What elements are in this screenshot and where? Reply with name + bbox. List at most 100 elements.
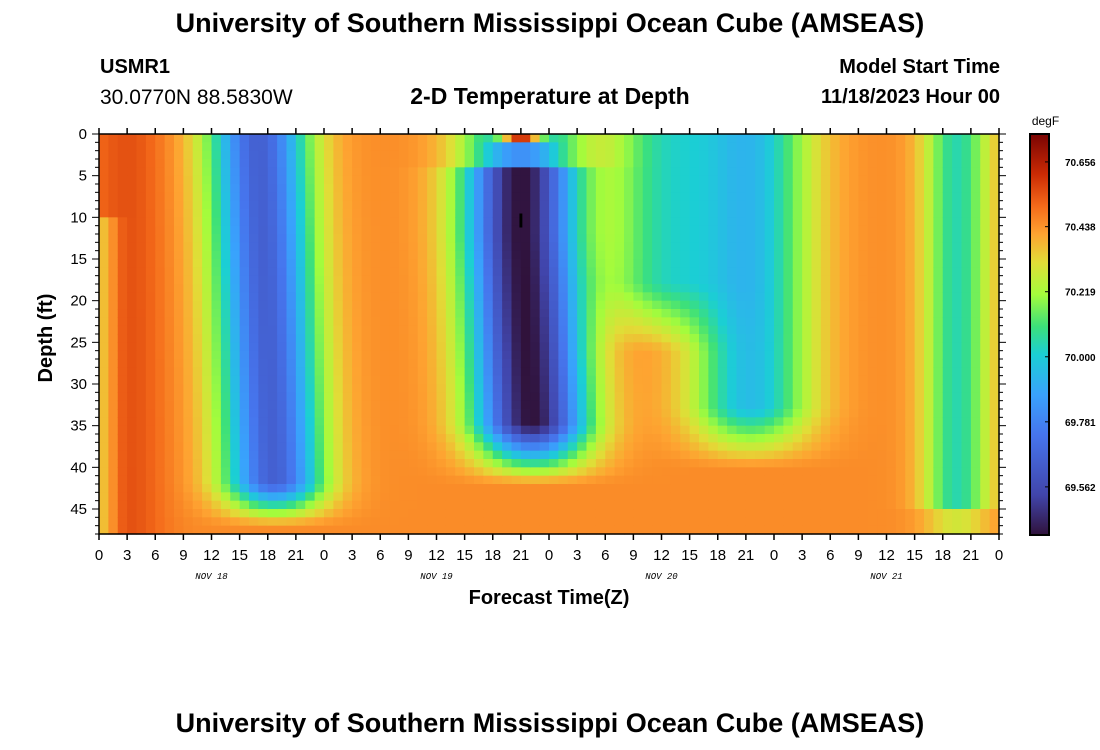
heatmap-cell [464, 150, 475, 160]
heatmap-cell [792, 334, 803, 343]
heatmap-cell [117, 134, 128, 143]
heatmap-cell [942, 142, 953, 152]
heatmap-cell [464, 325, 475, 335]
heatmap-cell [183, 500, 194, 510]
heatmap-cell [370, 242, 381, 252]
heatmap-cell [905, 259, 916, 268]
heatmap-cell [586, 367, 597, 377]
heatmap-cell [858, 159, 869, 168]
heatmap-cell [445, 467, 456, 477]
heatmap-cell [520, 242, 531, 252]
heatmap-cell [895, 342, 906, 352]
heatmap-cell [408, 317, 419, 327]
heatmap-cell [286, 300, 297, 310]
heatmap-cell [352, 309, 363, 318]
heatmap-cell [652, 434, 663, 443]
heatmap-cell [905, 309, 916, 318]
heatmap-cell [530, 350, 541, 360]
heatmap-cell [333, 284, 344, 293]
heatmap-cell [192, 317, 203, 327]
heatmap-cell [192, 417, 203, 427]
heatmap-cell [408, 175, 419, 185]
heatmap-cell [370, 375, 381, 385]
heatmap-cell [352, 417, 363, 427]
heatmap-cell [295, 250, 306, 260]
heatmap-cell [727, 475, 738, 485]
heatmap-cell [530, 325, 541, 335]
heatmap-cell [942, 517, 953, 527]
heatmap-cell [286, 334, 297, 343]
heatmap-cell [145, 450, 156, 460]
heatmap-cell [970, 209, 981, 218]
heatmap-cell [849, 475, 859, 485]
heatmap-cell [286, 367, 297, 377]
heatmap-cell [239, 300, 250, 310]
heatmap-cell [324, 525, 334, 535]
heatmap-cell [436, 492, 447, 502]
heatmap-cell [942, 217, 953, 227]
heatmap-cell [249, 417, 259, 427]
heatmap-cell [708, 342, 719, 352]
heatmap-cell [99, 434, 109, 443]
heatmap-cell [830, 134, 841, 143]
heatmap-cell [286, 267, 297, 277]
heatmap-cell [389, 467, 400, 477]
heatmap-cell [192, 359, 203, 368]
heatmap-cell [155, 325, 166, 335]
heatmap-cell [867, 167, 878, 177]
heatmap-cell [108, 150, 119, 160]
heatmap-cell [211, 217, 222, 227]
heatmap-cell [764, 459, 775, 468]
heatmap-cell [708, 225, 719, 235]
heatmap-cell [399, 392, 409, 402]
heatmap-cell [530, 259, 541, 268]
heatmap-cell [586, 309, 597, 318]
heatmap-cell [952, 442, 963, 452]
heatmap-cell [567, 267, 578, 277]
heatmap-cell [239, 350, 250, 360]
heatmap-cell [652, 300, 663, 310]
heatmap-cell [267, 484, 278, 493]
heatmap-cell [333, 509, 344, 518]
heatmap-cell [830, 142, 841, 152]
heatmap-cell [783, 309, 794, 318]
heatmap-cell [230, 167, 241, 177]
heatmap-cell [708, 417, 719, 427]
heatmap-cell [933, 525, 944, 535]
heatmap-cell [905, 359, 916, 368]
heatmap-cell [549, 167, 559, 177]
heatmap-cell [914, 350, 925, 360]
heatmap-cell [877, 309, 888, 318]
heatmap-cell [436, 409, 447, 418]
heatmap-cell [520, 225, 531, 235]
heatmap-cell [877, 167, 888, 177]
heatmap-cell [699, 134, 709, 143]
heatmap-cell [567, 434, 578, 443]
heatmap-cell [792, 300, 803, 310]
heatmap-cell [942, 434, 953, 443]
heatmap-cell [970, 342, 981, 352]
heatmap-cell [427, 475, 438, 485]
heatmap-cell [220, 350, 231, 360]
heatmap-cell [361, 475, 372, 485]
heatmap-cell [295, 259, 306, 268]
heatmap-cell [661, 400, 672, 410]
heatmap-cell [839, 184, 850, 193]
heatmap-cell [352, 359, 363, 368]
heatmap-cell [155, 192, 166, 202]
heatmap-cell [249, 459, 259, 468]
heatmap-cell [295, 359, 306, 368]
heatmap-cell [530, 217, 541, 227]
heatmap-cell [680, 184, 691, 193]
heatmap-cell [755, 317, 766, 327]
heatmap-cell [511, 325, 522, 335]
heatmap-cell [127, 375, 138, 385]
heatmap-cell [774, 209, 784, 218]
heatmap-cell [352, 259, 363, 268]
heatmap-cell [370, 500, 381, 510]
heatmap-cell [249, 467, 259, 477]
heatmap-cell [680, 250, 691, 260]
heatmap-cell [530, 409, 541, 418]
heatmap-cell [239, 467, 250, 477]
heatmap-cell [211, 450, 222, 460]
